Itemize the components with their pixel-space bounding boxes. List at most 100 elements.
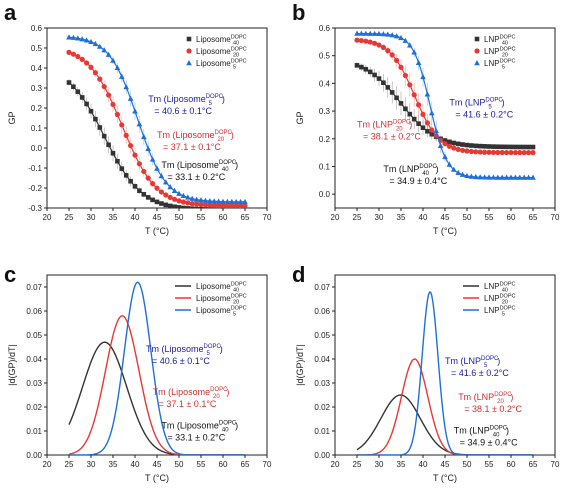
data-point bbox=[403, 106, 408, 112]
data-point bbox=[136, 121, 143, 127]
data-point bbox=[158, 189, 164, 195]
x-tick-label: 50 bbox=[175, 213, 184, 222]
y-tick-label: 0.03 bbox=[314, 379, 330, 388]
data-point bbox=[389, 32, 395, 38]
x-tick-label: 55 bbox=[485, 460, 494, 469]
data-point bbox=[490, 149, 496, 156]
data-point bbox=[75, 53, 81, 60]
legend-sup: DOPC bbox=[231, 294, 247, 300]
annotation-value: = 37.1 ± 0.1°C bbox=[159, 399, 217, 409]
annotation: Tm (LNPDOPC 5) bbox=[445, 356, 500, 369]
x-tick-label: 70 bbox=[263, 460, 272, 469]
data-point bbox=[71, 84, 76, 90]
data-point bbox=[75, 89, 81, 94]
y-tick-label: 0.4 bbox=[319, 79, 331, 88]
data-point bbox=[97, 125, 103, 130]
data-point bbox=[429, 127, 435, 133]
data-point bbox=[150, 181, 156, 187]
x-tick-label: 25 bbox=[65, 213, 74, 222]
data-point bbox=[207, 198, 213, 204]
data-point bbox=[84, 101, 89, 107]
x-tick-label: 30 bbox=[87, 460, 96, 469]
data-point bbox=[411, 92, 417, 98]
legend-sub: 5 bbox=[233, 312, 236, 318]
data-point bbox=[385, 48, 391, 54]
data-point bbox=[242, 198, 248, 205]
x-tick-label: 65 bbox=[241, 460, 250, 469]
series-line bbox=[68, 341, 245, 455]
data-point bbox=[460, 142, 465, 147]
legend-marker bbox=[186, 60, 192, 66]
legend-marker bbox=[474, 48, 480, 54]
legend-marker bbox=[474, 36, 480, 42]
data-point bbox=[88, 38, 94, 45]
data-point bbox=[203, 207, 208, 208]
x-tick-label: 50 bbox=[463, 460, 472, 469]
data-point bbox=[193, 196, 200, 202]
legend-sup: DOPC bbox=[231, 35, 247, 41]
data-point bbox=[84, 60, 90, 66]
data-point bbox=[167, 184, 173, 190]
data-point bbox=[508, 149, 514, 156]
data-point bbox=[363, 66, 369, 72]
data-point bbox=[416, 121, 421, 126]
legend-sub: 20 bbox=[502, 300, 508, 306]
y-tick-label: 0.02 bbox=[314, 403, 330, 412]
legend-sup: DOPC bbox=[500, 59, 516, 65]
annotation-sup: DOPC bbox=[219, 421, 237, 427]
data-point bbox=[394, 95, 399, 101]
annotation-sub: 40 bbox=[493, 432, 500, 438]
annotation-sup: DOPC bbox=[219, 160, 237, 166]
annotation: Tm (LNPDOPC 20) bbox=[458, 392, 513, 405]
data-point bbox=[189, 206, 195, 208]
data-point bbox=[451, 145, 457, 151]
y-tick-label: 0.0 bbox=[31, 144, 43, 153]
x-axis-label: T (°C) bbox=[433, 226, 457, 236]
legend-sub: 20 bbox=[233, 53, 239, 59]
data-point bbox=[464, 172, 470, 179]
plot-area bbox=[68, 281, 245, 455]
data-point bbox=[433, 127, 439, 134]
panel-letter: b bbox=[292, 0, 305, 25]
data-point bbox=[132, 108, 138, 114]
data-point bbox=[106, 92, 112, 98]
series-40 bbox=[354, 62, 536, 150]
x-axis-label: T (°C) bbox=[145, 473, 169, 483]
data-point bbox=[437, 142, 444, 148]
annotation-close: ) bbox=[235, 421, 238, 431]
y-tick-label: 0.02 bbox=[26, 403, 42, 412]
legend-label: LNPDOPC 5 bbox=[484, 306, 515, 318]
data-point bbox=[154, 165, 160, 171]
data-point bbox=[495, 144, 501, 150]
data-point bbox=[88, 108, 94, 114]
annotation-close: ) bbox=[220, 344, 223, 354]
legend-label: LNPDOPC 40 bbox=[484, 282, 515, 294]
data-point bbox=[451, 140, 457, 146]
data-point bbox=[402, 72, 408, 79]
data-point bbox=[101, 83, 107, 90]
annotation-sup: DOPC bbox=[204, 344, 222, 350]
data-point bbox=[416, 102, 422, 108]
data-point bbox=[123, 173, 129, 178]
data-point bbox=[198, 201, 204, 208]
y-tick-label: 0.06 bbox=[314, 307, 330, 316]
data-point bbox=[132, 184, 138, 189]
data-point bbox=[499, 174, 505, 180]
annotation-value: = 41.6 ± 0.2°C bbox=[455, 110, 513, 120]
x-tick-label: 20 bbox=[43, 460, 52, 469]
data-point bbox=[460, 147, 466, 153]
data-point bbox=[459, 171, 466, 177]
data-point bbox=[398, 101, 404, 106]
annotation-value: = 37.1 ± 0.1°C bbox=[163, 142, 221, 152]
legend-label: LNPDOPC 40 bbox=[484, 35, 515, 47]
data-point bbox=[486, 174, 492, 180]
data-point bbox=[407, 42, 413, 48]
panel-letter: d bbox=[292, 262, 305, 287]
data-point bbox=[176, 190, 182, 196]
data-point bbox=[145, 175, 151, 181]
panel-d: d20 25 30 35 40 45 50 55 60 65 700.000.010.020.030… bbox=[292, 262, 560, 483]
legend-label: LNPDOPC 5 bbox=[484, 59, 515, 71]
y-tick-label: 0.1 bbox=[319, 162, 331, 171]
